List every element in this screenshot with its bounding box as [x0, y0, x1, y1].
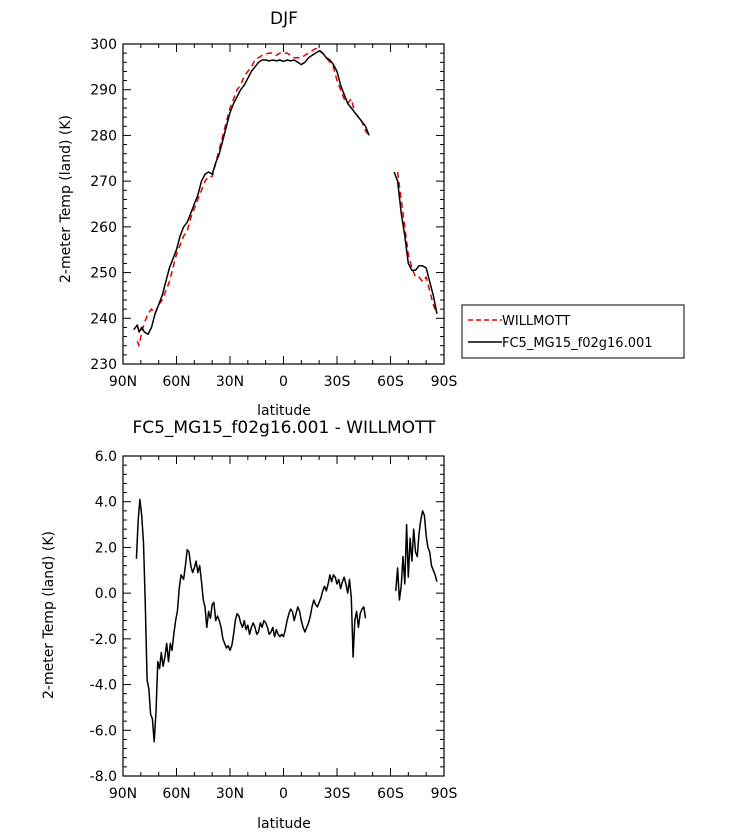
legend-label-willmott: WILLMOTT	[502, 314, 570, 329]
top-x-tick-label: 60S	[377, 374, 404, 390]
bottom-y-tick-label: -4.0	[90, 678, 117, 694]
top-y-tick-label: 280	[90, 128, 117, 144]
bottom-chart-series	[135, 498, 438, 743]
bottom-x-tick-label: 90N	[109, 786, 137, 802]
top-series-line	[396, 171, 438, 314]
bottom-chart-title: FC5_MG15_f02g16.001 - WILLMOTT	[132, 418, 436, 438]
top-x-tick-label: 90N	[109, 374, 137, 390]
top-chart-ylabel: 2-meter Temp (land) (K)	[58, 115, 74, 283]
bottom-x-tick-label: 90S	[431, 786, 458, 802]
bottom-x-tick-label: 60S	[377, 786, 404, 802]
top-x-tick-label: 0	[279, 374, 288, 390]
bottom-series-line	[135, 498, 367, 743]
bottom-y-tick-label: -8.0	[90, 769, 117, 785]
top-y-tick-label: 240	[90, 311, 117, 327]
bottom-y-tick-label: 2.0	[95, 540, 117, 556]
top-chart: DJF 90N 60N 30N 0 30S 60S 90S 230 240 250 260 270 28…	[58, 9, 457, 419]
bottom-y-tick-label: 0.0	[95, 586, 117, 602]
top-x-tick-label: 30N	[216, 374, 244, 390]
bottom-y-tick-label: 6.0	[95, 449, 117, 465]
legend-label-model: FC5_MG15_f02g16.001	[502, 336, 653, 351]
top-series-1	[133, 50, 438, 336]
bottom-x-tick-label: 60N	[162, 786, 190, 802]
top-x-tick-label: 60N	[162, 374, 190, 390]
top-y-tick-label: 230	[90, 357, 117, 373]
top-chart-xlabel: latitude	[257, 403, 311, 419]
bottom-x-tick-label: 30N	[216, 786, 244, 802]
top-chart-axes: 90N 60N 30N 0 30S 60S 90S 230 240 250 260 270 280 290…	[90, 37, 457, 390]
top-y-tick-label: 290	[90, 83, 117, 99]
bottom-y-tick-label: 4.0	[95, 495, 117, 511]
top-series-line	[393, 171, 438, 314]
top-chart-title: DJF	[270, 9, 298, 29]
bottom-chart-axes: 90N 60N 30N 0 30S 60S 90S -8.0 -6.0 -4.0 -2.0 0.0 2.…	[90, 449, 458, 802]
legend: WILLMOTT FC5_MG15_f02g16.001	[461, 304, 685, 359]
top-series-line	[133, 50, 370, 336]
top-x-tick-label: 30S	[324, 374, 351, 390]
top-y-tick-label: 260	[90, 220, 117, 236]
bottom-x-tick-label: 0	[279, 786, 288, 802]
top-y-tick-label: 270	[90, 174, 117, 190]
top-series-line	[136, 47, 370, 347]
bottom-chart: FC5_MG15_f02g16.001 - WILLMOTT 90N 60N 30N…	[41, 418, 457, 832]
bottom-y-tick-label: -2.0	[90, 632, 117, 648]
bottom-chart-xlabel: latitude	[257, 816, 311, 832]
bottom-x-tick-label: 30S	[324, 786, 351, 802]
legend-box	[461, 304, 685, 359]
bottom-chart-ylabel: 2-meter Temp (land) (K)	[41, 531, 57, 699]
top-chart-series	[133, 47, 438, 347]
bottom-plot-frame	[122, 455, 445, 777]
bottom-y-tick-label: -6.0	[90, 723, 117, 739]
top-x-tick-label: 90S	[431, 374, 458, 390]
top-y-tick-label: 250	[90, 266, 117, 282]
top-plot-frame	[122, 43, 445, 365]
bottom-series-line	[395, 510, 438, 601]
bottom-series-0	[135, 498, 438, 743]
top-series-0	[136, 47, 438, 347]
top-y-tick-label: 300	[90, 37, 117, 53]
